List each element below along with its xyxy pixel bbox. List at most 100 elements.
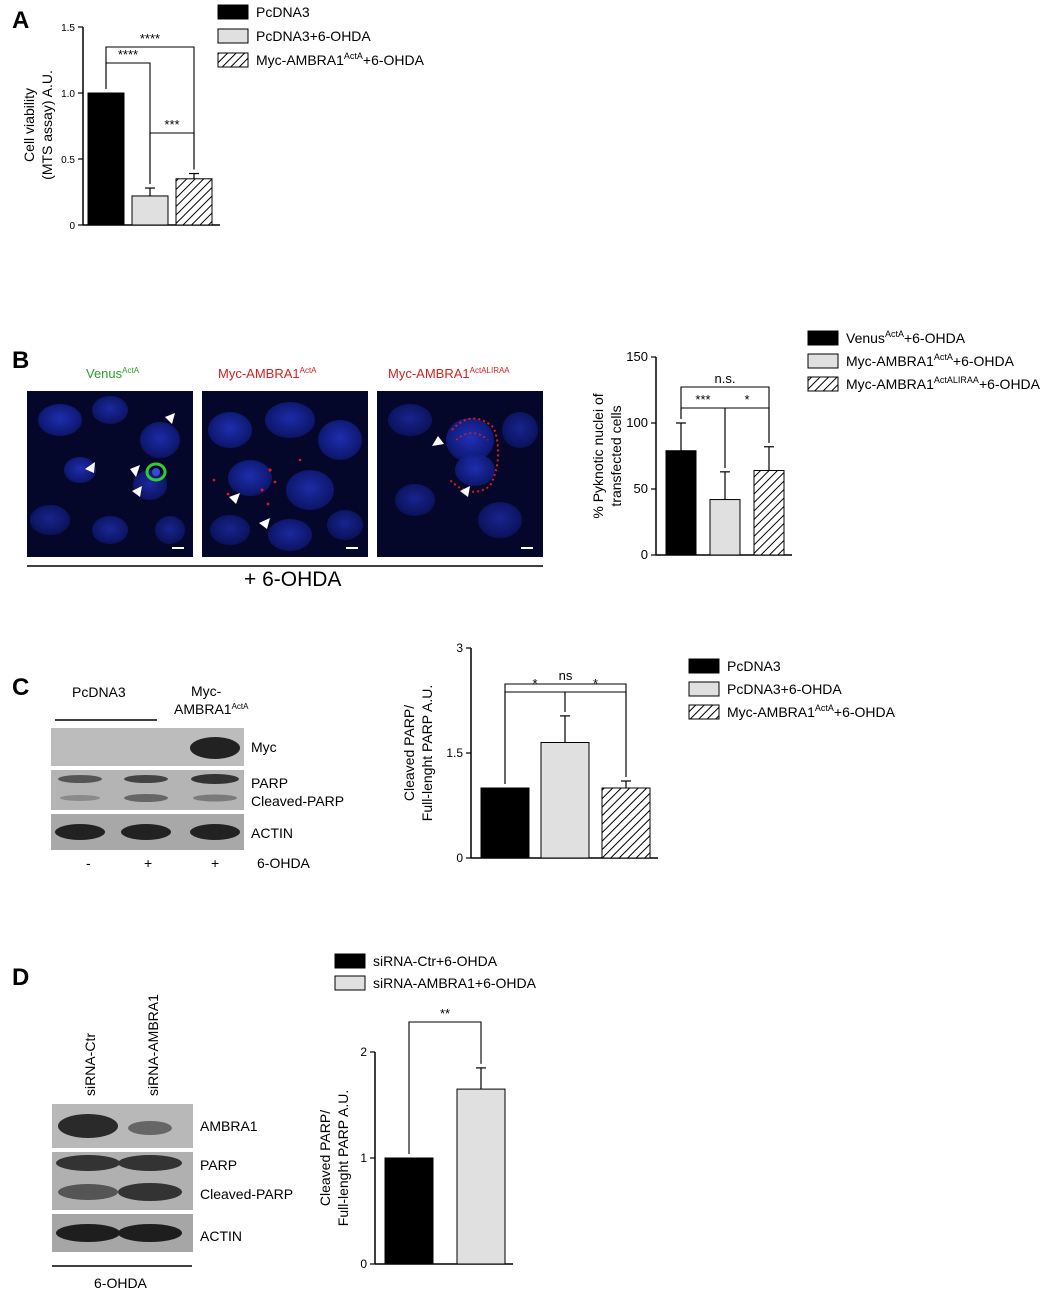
microscopy-images: VenusActA Myc-AMBRA1ActA Myc-AMBRA1ActAL… (27, 366, 543, 591)
chart-c: 0 1.5 3 Cleaved PARP/Full-lenght PARP A.U. n… (401, 641, 896, 865)
y-tick-label-D-0: 0 (360, 1257, 367, 1271)
y-tick-label-B-3: 150 (626, 349, 648, 364)
blot-c-group-pcdna3: PcDNA3 (72, 684, 126, 700)
blot-c-sign-1: - (86, 855, 91, 871)
y-tick-label-C-0: 0 (456, 851, 463, 865)
panel-label-d: D (12, 964, 29, 991)
bar-A-1 (131, 195, 169, 226)
bar-D-0 (384, 1157, 434, 1265)
micro-title-3: Myc-AMBRA1ActALIRAA (388, 366, 510, 381)
legend-label-C-0: PcDNA3 (727, 658, 781, 674)
sig-label-A-2: *** (164, 117, 179, 132)
y-axis-title-B-0: % Pyknotic nuclei of (590, 393, 606, 518)
bar-B-0 (665, 450, 697, 556)
legend-swatch-C-2 (688, 704, 720, 720)
panel-label-a: A (12, 7, 29, 34)
blot-c-row-myc: Myc (251, 739, 277, 755)
micro-image-myc-ambra1-liraa (377, 391, 543, 557)
sig-label-C-2: * (593, 676, 598, 691)
blot-d-row-parp: PARP (200, 1157, 237, 1173)
chart-a: 0 0.5 1.0 1.5 Cell viability (MTS assay) A.U.… (21, 4, 425, 232)
sig-bracket-B-2 (724, 407, 770, 468)
sig-bracket-A-2 (149, 132, 195, 185)
micro-image-myc-ambra1 (202, 391, 368, 557)
y-tick-label-A-2: 1.0 (61, 89, 75, 100)
western-blot-c: PcDNA3 Myc- AMBRA1ActA Myc PARP Cleaved-… (51, 683, 344, 871)
blot-c-row-cleaved-parp: Cleaved-PARP (251, 793, 344, 809)
y-axis-title-D-1: Full-lenght PARP A.U. (335, 1090, 351, 1226)
blot-c-sign-3: + (211, 855, 219, 871)
sig-bracket-C-2 (564, 691, 627, 777)
y-tick-label-D-1: 1 (360, 1151, 367, 1165)
sig-label-D-0: ** (440, 1006, 450, 1021)
legend-swatch-B-0 (807, 330, 839, 346)
legend-label-B-2: Myc-AMBRA1ActALIRAA+6-OHDA (846, 375, 1041, 392)
sig-label-A-1: **** (140, 31, 160, 46)
y-axis-title-A-1: (MTS assay) A.U. (39, 70, 55, 180)
sig-bracket-A-1 (105, 46, 195, 170)
legend-swatch-A-2 (217, 52, 249, 68)
y-axis-title-C-1: Full-lenght PARP A.U. (419, 685, 435, 821)
y-axis-title-B-1: transfected cells (608, 405, 624, 506)
y-tick-label-C-2: 3 (456, 641, 463, 655)
chart-d: 0 1 2 Cleaved PARP/Full-lenght PARP A.U. ** s… (317, 953, 537, 1271)
blot-c-treatment: 6-OHDA (257, 855, 311, 871)
legend-swatch-D-1 (334, 975, 366, 991)
bar-C-1 (540, 742, 590, 859)
bar-A-2 (175, 178, 213, 226)
sig-label-C-0: ns (559, 668, 573, 683)
blot-c-row-parp: PARP (251, 775, 288, 791)
bar-C-0 (480, 787, 530, 859)
sig-bracket-D-0 (408, 1021, 482, 1154)
y-tick-label-B-0: 0 (641, 547, 648, 562)
blot-c-sign-2: + (144, 855, 152, 871)
legend-swatch-B-2 (807, 376, 839, 392)
y-tick-label-A-1: 0.5 (61, 155, 75, 166)
legend-swatch-B-1 (807, 353, 839, 369)
bar-B-1 (709, 499, 741, 556)
legend-label-D-1: siRNA-AMBRA1+6-OHDA (373, 975, 537, 991)
micro-image-venus (27, 391, 193, 557)
blot-d-treatment: 6-OHDA (94, 1275, 148, 1291)
panel-label-b: B (12, 347, 29, 374)
y-tick-label-B-1: 50 (634, 481, 648, 496)
panel-label-c: C (12, 674, 29, 701)
micro-title-2: Myc-AMBRA1ActA (218, 366, 317, 381)
sig-label-B-2: * (744, 392, 749, 407)
chart-b: 0 50 100 150 % Pyknotic nuclei of transfected… (590, 329, 1041, 562)
sig-label-A-0: **** (118, 47, 138, 62)
sig-label-B-0: n.s. (715, 371, 736, 386)
western-blot-d: siRNA-Ctr siRNA-AMBRA1 AMBRA1 PARP Cleav… (52, 994, 293, 1291)
legend-label-C-2: Myc-AMBRA1ActA+6-OHDA (727, 703, 896, 720)
legend-label-A-0: PcDNA3 (256, 4, 310, 20)
blot-d-lane-2: siRNA-AMBRA1 (145, 994, 161, 1096)
bar-D-1 (456, 1088, 506, 1265)
legend-swatch-C-1 (688, 681, 720, 697)
sig-label-B-1: *** (695, 392, 710, 407)
blot-d-row-actin: ACTIN (200, 1228, 242, 1244)
blot-c-group-myc-ambra1: AMBRA1ActA (174, 701, 249, 717)
y-tick-label-B-2: 100 (626, 415, 648, 430)
y-tick-label-A-0: 0 (69, 221, 75, 232)
blot-c-row-actin: ACTIN (251, 825, 293, 841)
blot-d-row-ambra1: AMBRA1 (200, 1118, 258, 1134)
y-axis-title-C-0: Cleaved PARP/ (401, 705, 417, 801)
blot-d-lane-1: siRNA-Ctr (82, 1033, 98, 1096)
y-axis-title-A-0: Cell viability (21, 88, 37, 162)
legend-swatch-C-0 (688, 658, 720, 674)
y-tick-label-A-3: 1.5 (61, 23, 75, 34)
bar-C-2 (601, 787, 651, 859)
legend-label-C-1: PcDNA3+6-OHDA (727, 681, 842, 697)
legend-label-B-0: VenusActA+6-OHDA (846, 329, 966, 346)
legend-label-A-1: PcDNA3+6-OHDA (256, 28, 371, 44)
micro-title-1: VenusActA (86, 366, 140, 381)
legend-label-A-2: Myc-AMBRA1ActA+6-OHDA (256, 51, 425, 68)
treatment-label-b: + 6-OHDA (244, 568, 341, 591)
blot-d-row-cleaved-parp: Cleaved-PARP (200, 1186, 293, 1202)
legend-label-B-1: Myc-AMBRA1ActA+6-OHDA (846, 352, 1015, 369)
y-axis-title-D-0: Cleaved PARP/ (317, 1110, 333, 1206)
legend-swatch-D-0 (334, 953, 366, 969)
legend-swatch-A-1 (217, 28, 249, 44)
bar-A-0 (87, 92, 125, 226)
